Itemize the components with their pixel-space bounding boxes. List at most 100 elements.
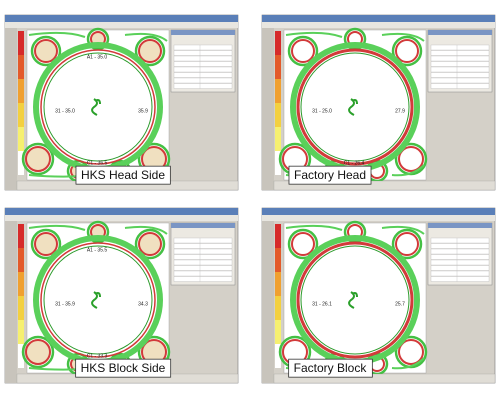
table-row [430, 276, 490, 282]
scale-strip [275, 344, 281, 368]
scale-strip [18, 344, 24, 368]
table-row [430, 72, 490, 78]
bolt-hole [34, 232, 58, 256]
table-row [173, 66, 233, 73]
table-row [430, 259, 490, 266]
scale-strip [18, 55, 24, 79]
bolt-hole [398, 339, 424, 365]
table-row [173, 44, 233, 51]
bolt-hole [291, 39, 315, 63]
caption-box [75, 165, 171, 185]
reading-label: A1 - 35.0 [87, 54, 108, 60]
gasket-edge [285, 224, 425, 371]
caption: Factory Block [294, 361, 368, 375]
bolt-hole [391, 35, 423, 67]
table-row [173, 61, 233, 67]
bolt-hole [21, 142, 55, 176]
scale-strip [18, 127, 24, 151]
table-row [430, 50, 490, 56]
reading-label: 31 - 26.1 [312, 301, 332, 307]
scale-strip [18, 272, 24, 296]
toolbar [5, 28, 17, 190]
screenshot-panel: 31 - 26.1 25.7 Factory Block [261, 207, 496, 384]
center-mark [91, 291, 101, 309]
reading-label: C1 - 26.4 [344, 160, 365, 166]
bolt-hole [287, 228, 319, 260]
reading-label: 27.9 [395, 108, 405, 114]
center-mark [91, 98, 101, 116]
bolt-hole [395, 39, 419, 63]
caption-box [288, 358, 373, 378]
status-bar [273, 180, 496, 191]
toolbar [262, 221, 274, 383]
bore-ring [296, 241, 414, 359]
menu-bar [5, 215, 238, 221]
scale-strip [18, 151, 24, 175]
bolt-hole [21, 335, 55, 369]
scale-strip [275, 127, 281, 151]
scale-strip [275, 272, 281, 296]
scale-strip [275, 224, 281, 248]
bolt-hole [138, 39, 162, 63]
reading-label: A1 - 35.5 [87, 247, 108, 253]
table-row [430, 270, 490, 277]
title-bar [262, 208, 495, 215]
table-row [173, 276, 233, 282]
table-row [173, 77, 233, 84]
table-row [173, 83, 233, 89]
scale-strip [18, 320, 24, 344]
reading-label: 31 - 25.0 [312, 108, 332, 114]
side-dialog-title [428, 223, 492, 228]
status-bar [273, 373, 496, 384]
bolt-hole [30, 35, 62, 67]
table-row [430, 77, 490, 84]
reading-label: 31 - 35.9 [55, 301, 75, 307]
title-bar [5, 208, 238, 215]
scale-strip [275, 296, 281, 320]
table-row [173, 243, 233, 249]
menu-bar [262, 215, 495, 221]
center-mark [348, 98, 358, 116]
scale-strip [18, 296, 24, 320]
table-row [173, 237, 233, 244]
scale-strip [275, 320, 281, 344]
table-row [430, 83, 490, 89]
table-row [173, 259, 233, 266]
bore-ring [43, 52, 153, 162]
toolbar [262, 28, 274, 190]
caption: Factory Head [294, 168, 366, 182]
table-row [173, 248, 233, 255]
bolt-hole [30, 228, 62, 260]
table-row [430, 237, 490, 244]
bolt-hole [86, 27, 110, 51]
table-row [430, 254, 490, 260]
screenshot-panel: 31 - 25.0 27.9 C1 - 26.4 Factory Head [261, 14, 496, 191]
caption-box [75, 358, 172, 378]
bore-ring [300, 245, 410, 355]
bore-ring [300, 52, 410, 162]
bolt-hole [391, 228, 423, 260]
bolt-hole [138, 232, 162, 256]
scale-strip [275, 103, 281, 127]
scale-strip [18, 103, 24, 127]
bolt-hole [398, 146, 424, 172]
side-dialog-title [171, 223, 235, 228]
side-dialog-title [171, 30, 235, 35]
gasket-edge [285, 31, 425, 178]
bolt-hole [25, 339, 51, 365]
bore-ring [43, 245, 153, 355]
bore-ring [296, 48, 414, 166]
table-row [430, 243, 490, 249]
screenshot-panel: A1 - 35.5 31 - 35.9 34.3 C1 - 33.3 HKS Block… [4, 207, 239, 384]
scale-strip [275, 248, 281, 272]
scale-strip [275, 79, 281, 103]
table-row [430, 265, 490, 271]
scale-strip [18, 224, 24, 248]
side-dialog-title [428, 30, 492, 35]
bolt-hole [34, 39, 58, 63]
table-row [173, 265, 233, 271]
title-bar [5, 15, 238, 22]
screenshot-panel: A1 - 35.0 31 - 35.0 35.9 C1 - 36.5 HKS Head … [4, 14, 239, 191]
bore-ring [40, 242, 156, 358]
